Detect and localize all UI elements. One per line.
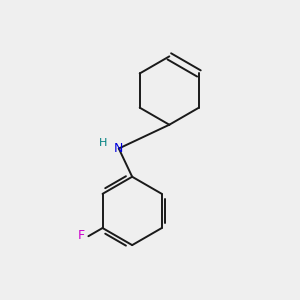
Text: F: F xyxy=(77,229,85,242)
Text: N: N xyxy=(114,142,124,155)
Text: H: H xyxy=(99,138,107,148)
